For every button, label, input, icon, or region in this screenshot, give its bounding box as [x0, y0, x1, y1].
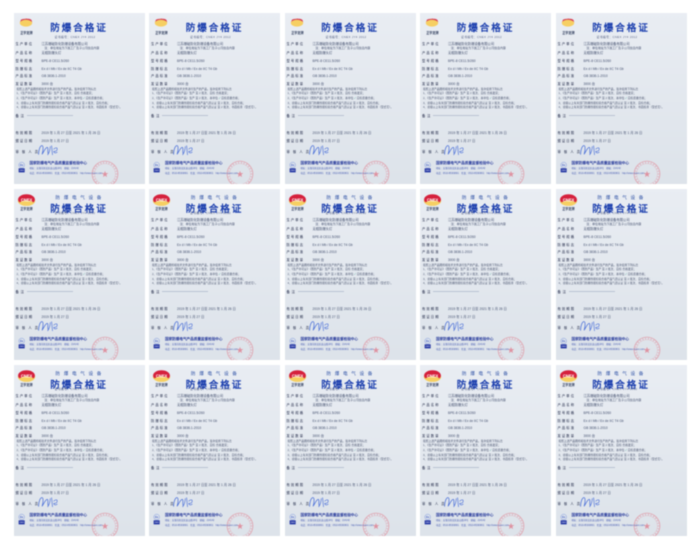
svg-text:Ex: Ex	[426, 516, 430, 519]
svg-text:Ex: Ex	[155, 340, 159, 343]
svg-text:Ex: Ex	[291, 516, 295, 519]
svg-text:Ex: Ex	[562, 164, 566, 167]
svg-text:Ex: Ex	[155, 164, 159, 167]
svg-text:Ex: Ex	[20, 516, 24, 519]
svg-text:Ex: Ex	[291, 164, 295, 167]
svg-text:Ex: Ex	[426, 164, 430, 167]
svg-text:Ex: Ex	[155, 516, 159, 519]
svg-text:Ex: Ex	[291, 340, 295, 343]
svg-text:Ex: Ex	[20, 164, 24, 167]
svg-text:Ex: Ex	[562, 340, 566, 343]
svg-text:Ex: Ex	[426, 340, 430, 343]
svg-text:Ex: Ex	[562, 516, 566, 519]
svg-text:Ex: Ex	[20, 340, 24, 343]
